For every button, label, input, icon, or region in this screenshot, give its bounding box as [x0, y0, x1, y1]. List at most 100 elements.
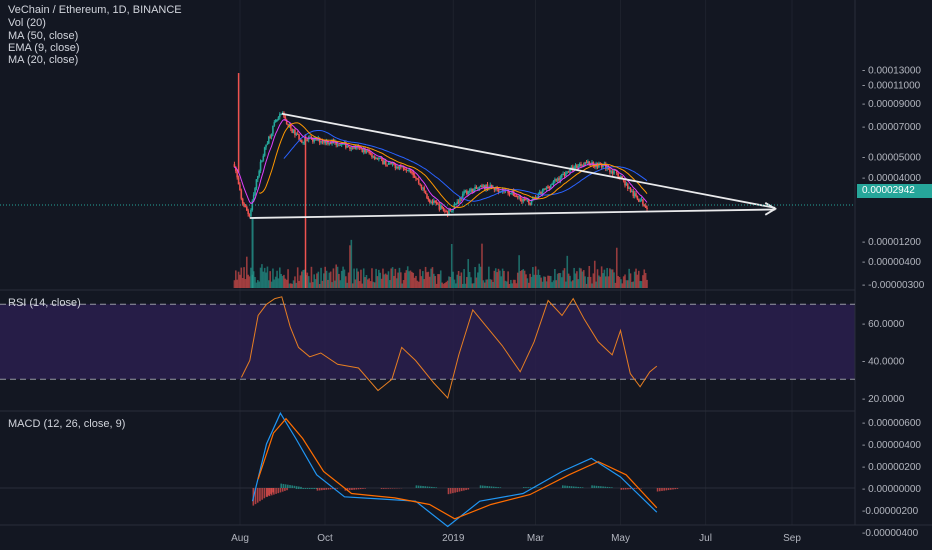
volume-bar	[398, 267, 401, 288]
volume-bar	[270, 281, 273, 288]
macd-histogram-bar	[275, 488, 277, 494]
volume-bar	[321, 280, 324, 288]
candle-body	[560, 174, 563, 178]
volume-bar	[234, 270, 237, 288]
macd-histogram-bar	[499, 487, 502, 488]
trendline	[249, 208, 776, 219]
volume-bar	[325, 270, 328, 288]
candle-body	[413, 175, 416, 178]
volume-bar	[441, 282, 443, 288]
candle-body	[376, 157, 379, 160]
legend-ma50[interactable]: MA (50, close)	[8, 30, 79, 42]
candle-body	[609, 169, 611, 173]
volume-bar	[600, 266, 603, 288]
candle-body	[593, 165, 596, 167]
macd-histogram-bar	[336, 488, 339, 489]
candle-body	[372, 156, 375, 158]
volume-bar	[345, 276, 347, 288]
trendlines[interactable]	[0, 112, 855, 219]
macd-histogram-bar	[460, 488, 463, 492]
volume-bar	[578, 267, 581, 288]
macd-histogram-bar	[308, 488, 311, 489]
volume-bar	[530, 276, 533, 288]
volume-bar	[439, 270, 442, 288]
macd-histogram-bar	[279, 488, 282, 493]
volume-bar	[632, 281, 635, 288]
volume-bar	[415, 275, 417, 288]
candle-body	[321, 141, 324, 143]
volume-bar	[567, 273, 570, 288]
macd-histogram-bar	[676, 488, 679, 489]
macd-histogram-bar	[529, 487, 532, 488]
candle-body	[578, 164, 581, 167]
volume-bar	[503, 270, 505, 288]
macd-histogram-bar	[428, 486, 431, 488]
volume-bar	[290, 283, 292, 288]
candle-body	[472, 188, 475, 193]
volume-bar	[537, 269, 540, 288]
macd-histogram-bar	[656, 488, 659, 492]
candle-body	[252, 194, 255, 201]
candle-body	[569, 168, 571, 172]
volume-bar	[460, 272, 463, 288]
candle-body	[362, 148, 365, 153]
time-axis[interactable]: Aug Oct 2019 Mar May Jul Sep	[231, 533, 801, 544]
volume-bar	[301, 271, 303, 288]
volume-bar	[307, 276, 310, 288]
volume-bar	[551, 282, 553, 288]
candle-body	[547, 186, 549, 188]
volume-bar	[504, 280, 507, 288]
candle-body	[325, 140, 328, 144]
candle-body	[279, 113, 281, 118]
volume-bar	[332, 268, 335, 288]
macd-histogram-bar	[391, 488, 394, 489]
legend-macd[interactable]: MACD (12, 26, close, 9)	[8, 418, 126, 430]
volume-bar	[489, 279, 492, 288]
volume-bar	[554, 269, 556, 288]
candle-body	[268, 136, 270, 144]
volume-bar	[417, 281, 420, 288]
volume-bar	[633, 271, 636, 288]
volume-bar	[265, 272, 267, 288]
symbol-title[interactable]: VeChain / Ethereum, 1D, BINANCE	[8, 4, 182, 16]
legend-ema9[interactable]: EMA (9, close)	[8, 42, 80, 54]
volume-bar	[467, 259, 470, 288]
candle-body	[324, 140, 326, 144]
legend-ma20[interactable]: MA (20, close)	[8, 54, 79, 66]
candle-body	[285, 120, 288, 125]
candle-body	[626, 183, 629, 189]
macd-histogram-bar	[600, 486, 602, 488]
legend-vol[interactable]: Vol (20)	[8, 17, 46, 29]
volume-bar	[558, 273, 560, 288]
volume-bar	[237, 271, 240, 288]
macd-histogram-bar	[484, 485, 486, 488]
macd-histogram-bar	[611, 487, 613, 488]
candle-body	[375, 157, 377, 160]
legend-rsi[interactable]: RSI (14, close)	[8, 297, 81, 309]
volume-bar	[262, 271, 265, 288]
volume-bar	[373, 282, 376, 288]
macd-histogram-bar	[595, 485, 598, 488]
volume-bar	[284, 278, 287, 288]
candle-body	[556, 178, 559, 181]
volume-bar	[450, 243, 453, 288]
candle-body	[349, 146, 351, 149]
volume-bar	[621, 283, 624, 288]
candle-body	[303, 140, 306, 143]
macd-histogram-bar	[672, 488, 674, 490]
volume-bar	[298, 280, 300, 288]
candle-body	[636, 196, 639, 200]
candle-body	[467, 191, 470, 195]
volume-bar	[291, 283, 293, 288]
macd-histogram-bar	[268, 488, 271, 497]
volume-bar	[573, 267, 575, 288]
price-axis[interactable]: - 0.00013000 - 0.00011000 - 0.00009000 - 0.…	[862, 65, 925, 539]
volume-bar	[490, 279, 493, 288]
candle-body	[428, 199, 431, 203]
macd-pane	[0, 411, 855, 528]
volume-bar	[362, 268, 365, 288]
candle-body	[448, 209, 450, 216]
macd-histogram-bar	[452, 488, 454, 494]
macd-histogram-bar	[359, 488, 362, 490]
